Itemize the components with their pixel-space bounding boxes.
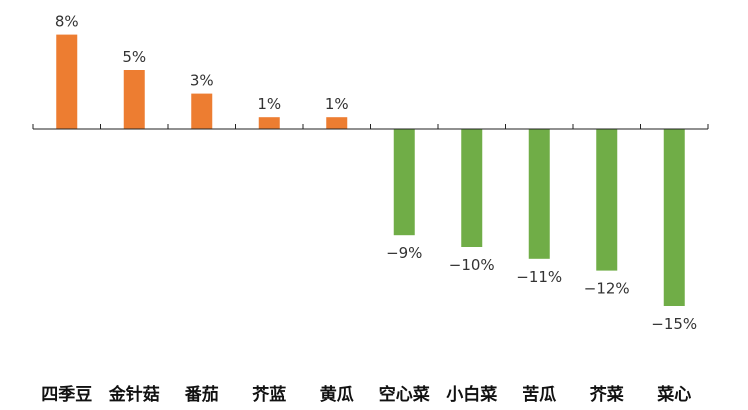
category-label: 芥菜 (590, 385, 625, 405)
bar (596, 129, 618, 271)
bar (191, 93, 213, 129)
value-label: −10% (449, 256, 495, 274)
value-label: −11% (516, 268, 562, 286)
value-label: 5% (122, 48, 146, 66)
value-label: 3% (190, 72, 214, 90)
value-label: −15% (651, 315, 697, 333)
bar (528, 129, 550, 259)
value-labels-group: 8% 5% 3% 1% 1% −9% −10% −11% −12% −15% (55, 13, 697, 333)
category-label: 苦瓜 (522, 384, 556, 405)
category-label: 芥蓝 (252, 385, 286, 405)
category-label: 金针菇 (108, 384, 160, 405)
value-label: 8% (55, 13, 79, 31)
bar (326, 117, 348, 129)
category-label: 小白菜 (446, 384, 498, 405)
bar (56, 34, 78, 129)
bar (258, 117, 280, 129)
bar (123, 70, 145, 129)
value-label: 1% (257, 95, 281, 113)
x-axis-ticks (32, 124, 709, 129)
bar (663, 129, 685, 306)
category-labels-group: 四季豆 金针菇 番茄 芥蓝 黄瓜 空心菜 小白菜 苦瓜 芥菜 菜心 (41, 384, 691, 405)
bar (393, 129, 415, 236)
bar (461, 129, 483, 247)
value-label: 1% (325, 95, 349, 113)
bars-group (56, 34, 685, 306)
category-label: 黄瓜 (320, 384, 354, 405)
category-label: 菜心 (656, 385, 691, 405)
value-label: −12% (584, 280, 630, 298)
category-label: 四季豆 (41, 384, 92, 405)
value-label: −9% (386, 244, 422, 262)
category-label: 空心菜 (379, 384, 431, 405)
category-label: 番茄 (184, 384, 219, 405)
